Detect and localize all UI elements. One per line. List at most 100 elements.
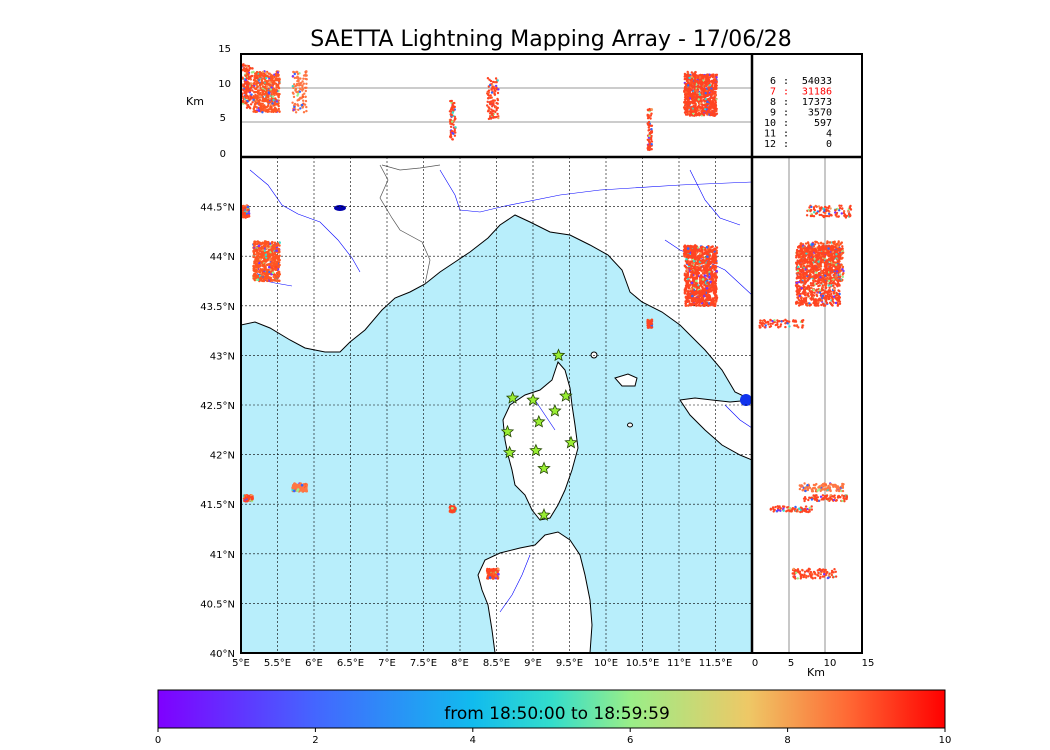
source-point-top xyxy=(258,106,262,110)
lon-tick-label: 8°E xyxy=(451,658,469,669)
source-point-side xyxy=(823,209,826,213)
source-point-top xyxy=(711,83,714,87)
source-point-map xyxy=(715,275,718,279)
source-point-top xyxy=(489,79,493,83)
source-point-top xyxy=(706,100,709,104)
source-point-map xyxy=(705,287,709,290)
source-point-map xyxy=(713,247,717,251)
source-point-top xyxy=(252,86,255,89)
source-point-map xyxy=(709,280,712,284)
source-point-top xyxy=(700,80,703,83)
source-point-top xyxy=(252,98,255,101)
source-point-top xyxy=(275,83,278,87)
source-point-map xyxy=(261,250,265,254)
source-point-side xyxy=(842,210,846,213)
source-point-top xyxy=(693,110,696,113)
top-ytick-10: 10 xyxy=(218,79,231,90)
source-point-map xyxy=(705,303,709,306)
source-point-map xyxy=(250,498,254,501)
source-point-top xyxy=(704,105,707,109)
stats-panel-bg xyxy=(752,54,862,157)
source-point-top xyxy=(699,102,702,105)
source-point-map xyxy=(273,279,277,282)
source-point-map xyxy=(683,273,687,277)
source-point-map xyxy=(685,258,688,261)
source-point-top xyxy=(269,88,272,91)
source-point-map xyxy=(709,290,713,293)
source-point-top xyxy=(247,73,250,76)
source-point-map xyxy=(273,251,277,255)
source-point-top xyxy=(700,96,703,100)
source-point-top xyxy=(714,82,717,85)
source-point-top xyxy=(250,93,253,96)
source-point-top xyxy=(256,85,259,88)
source-point-top xyxy=(688,87,692,90)
source-point-side xyxy=(841,207,844,210)
source-point-top xyxy=(713,110,716,114)
source-point-top xyxy=(489,117,493,120)
source-point-map xyxy=(488,567,491,571)
lon-tick-label: 7.5°E xyxy=(410,658,437,669)
source-point-top xyxy=(497,88,500,91)
source-point-side xyxy=(818,213,821,217)
source-point-top xyxy=(300,103,304,107)
top-ylabel: Km xyxy=(186,95,204,108)
source-point-map xyxy=(649,326,653,329)
lat-tick-label: 40°N xyxy=(210,649,235,660)
source-point-map xyxy=(693,252,696,255)
source-point-side xyxy=(815,271,818,274)
source-point-top xyxy=(697,88,700,91)
source-point-top xyxy=(686,78,690,81)
source-point-map xyxy=(258,249,262,253)
source-point-top xyxy=(650,108,653,111)
source-point-top xyxy=(708,106,711,109)
source-point-map xyxy=(705,257,709,261)
source-point-top xyxy=(302,77,305,80)
source-point-top xyxy=(293,105,296,109)
source-point-top xyxy=(265,106,268,109)
source-point-top xyxy=(648,148,651,152)
source-point-side xyxy=(812,206,816,209)
source-point-side xyxy=(812,215,816,218)
source-point-top xyxy=(242,89,245,92)
source-point-side xyxy=(822,215,826,218)
lon-tick-label: 7°E xyxy=(378,658,396,669)
source-point-map xyxy=(649,322,653,326)
source-point-map xyxy=(693,303,696,306)
source-point-top xyxy=(273,106,277,110)
source-point-map xyxy=(275,271,279,275)
source-point-top xyxy=(683,107,686,110)
source-point-top xyxy=(710,79,713,83)
source-point-top xyxy=(713,76,716,80)
source-point-map xyxy=(697,303,701,307)
source-point-map xyxy=(271,240,274,244)
source-point-side xyxy=(828,241,831,244)
source-point-map xyxy=(258,255,262,259)
source-point-top xyxy=(704,95,707,99)
lon-tick-label: 9.5°E xyxy=(556,658,583,669)
source-point-top xyxy=(449,118,452,122)
source-point-top xyxy=(701,104,705,107)
source-point-top xyxy=(304,73,307,77)
source-point-map xyxy=(246,214,250,217)
source-point-top xyxy=(698,82,702,85)
source-point-map xyxy=(694,262,698,265)
source-point-map xyxy=(708,267,711,271)
source-point-top xyxy=(250,82,253,85)
source-point-top xyxy=(297,84,301,87)
source-point-map xyxy=(703,272,706,275)
source-point-map xyxy=(696,268,700,272)
source-point-top xyxy=(713,84,717,88)
source-point-side xyxy=(827,206,830,210)
source-point-top xyxy=(650,124,654,128)
source-point-side xyxy=(840,257,843,260)
source-point-top xyxy=(295,70,298,74)
source-point-top xyxy=(698,93,702,96)
source-point-map xyxy=(705,245,709,249)
source-point-map xyxy=(265,269,269,272)
source-point-map xyxy=(241,209,245,212)
source-point-map xyxy=(691,252,694,255)
source-point-map xyxy=(708,260,711,263)
source-point-top xyxy=(262,104,265,108)
source-point-top xyxy=(292,92,295,95)
